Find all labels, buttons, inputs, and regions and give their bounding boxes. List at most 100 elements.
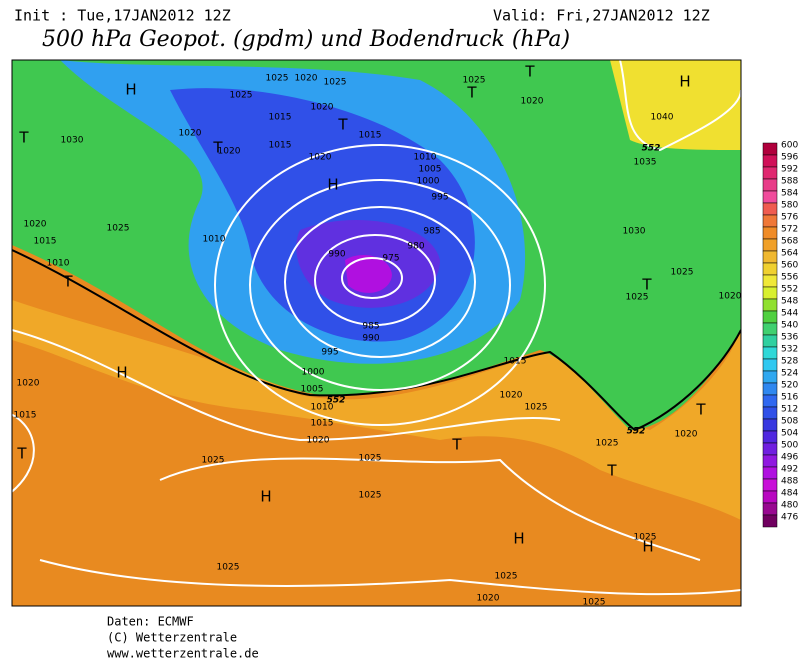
map-labels: 1025 1020 10251025102010151015102010201015… [14,63,742,608]
isobar-label: 1015 [269,141,292,151]
pressure-center: H [260,488,271,506]
colorbar-swatch [762,478,778,492]
isobar-label: 1025 [107,224,130,234]
pressure-center: H [116,364,127,382]
colorbar-label: 480 [781,501,798,511]
colorbar-swatch [762,382,778,396]
pressure-center: T [212,139,223,157]
colorbar-swatch [762,490,778,504]
isobar-label: 1025 [634,533,657,543]
colorbar-swatch [762,154,778,168]
colorbar-swatch [762,226,778,240]
colorbar-label: 568 [781,237,798,247]
isobar-label: 975 [382,254,399,264]
isobar-label: 980 [407,242,424,252]
colorbar-label: 596 [781,153,798,163]
pressure-center: H [679,73,690,91]
colorbar-label: 496 [781,453,798,463]
colorbar-swatch [762,166,778,180]
pressure-center: H [513,530,524,548]
isobar-label: 1015 [14,411,37,421]
colorbar-swatch [762,298,778,312]
isobar-label: 1025 [217,563,240,573]
isobar-label: 1010 [203,235,226,245]
map-frame [11,59,742,607]
isobar-label: 1020 [17,379,40,389]
pressure-center: H [125,81,136,99]
isobar-label: 1020 [477,594,500,604]
isobar-label: 1010 [311,403,334,413]
isobar-label: 1020 [179,129,202,139]
isobar-label: 1035 [634,158,657,168]
colorbar-swatch [762,406,778,420]
colorbar-swatch [762,286,778,300]
pressure-center: H [327,176,338,194]
colorbar-swatch [762,442,778,456]
isobar-label: 1005 [301,385,324,395]
colorbar-swatch [762,334,778,348]
isobar-label: 1020 [500,391,523,401]
height-label: 552 [627,427,646,437]
isobar-label: 1010 [414,153,437,163]
colorbar-swatch [762,250,778,264]
isobar-label: 1010 [47,259,70,269]
isobar-label: 1040 [651,113,674,123]
pressure-center: T [337,116,348,134]
isobar-label: 995 [431,193,448,203]
isobar-label: 1020 [295,74,318,84]
isobar-label: 1025 [525,403,548,413]
colorbar-swatch [762,274,778,288]
colorbar-swatch [762,394,778,408]
pressure-center: T [641,276,652,294]
colorbar-label: 592 [781,165,798,175]
colorbar-swatch [762,322,778,336]
colorbar-label: 588 [781,177,798,187]
isobar-label: 1025 [359,454,382,464]
colorbar-swatch [762,262,778,276]
isobar-label: 1020 [309,153,332,163]
isobar-label: 1025 [583,598,606,608]
colorbar-label: 504 [781,429,798,439]
colorbar-swatch [762,418,778,432]
isobar-label: 1025 [671,268,694,278]
colorbar-swatch [762,190,778,204]
colorbar-label: 512 [781,405,798,415]
colorbar-label: 560 [781,261,798,271]
isobar-label: 990 [328,250,345,260]
isobar-label: 1025 [266,74,289,84]
colorbar-swatch [762,238,778,252]
pressure-center: T [466,84,477,102]
height-label: 552 [642,144,661,154]
isobar-label: 1025 [359,491,382,501]
footer-line: (C) Wetterzentrale [107,631,237,645]
isobar-label: 1020 [719,292,742,302]
colorbar-label: 556 [781,273,798,283]
colorbar-label: 536 [781,333,798,343]
colorbar-swatch [762,202,778,216]
colorbar-swatch [762,430,778,444]
colorbar-label: 576 [781,213,798,223]
init-time: Init : Tue,17JAN2012 12Z [14,7,231,25]
isobar-label: 1020 [311,103,334,113]
isobar-label: 1020 [675,430,698,440]
isobar-label: 995 [321,348,338,358]
isobar-label: 1025 [324,78,347,88]
colorbar-label: 572 [781,225,798,235]
colorbar-label: 520 [781,381,798,391]
isobar-label: 1025 [463,76,486,86]
isobar-label: 1000 [302,368,325,378]
isobar-label: 1030 [623,227,646,237]
colorbar-swatch [762,214,778,228]
colorbar-label: 484 [781,489,798,499]
isobar-label: 1020 [521,97,544,107]
isobar-label: 1025 [495,572,518,582]
colorbar-swatch [762,502,778,516]
colorbar-label: 492 [781,465,798,475]
colorbar-label: 524 [781,369,798,379]
colorbar-label: 476 [781,513,798,523]
colorbar-swatch [762,370,778,384]
colorbar-swatch [762,346,778,360]
colorbar-label: 600 [781,141,798,151]
